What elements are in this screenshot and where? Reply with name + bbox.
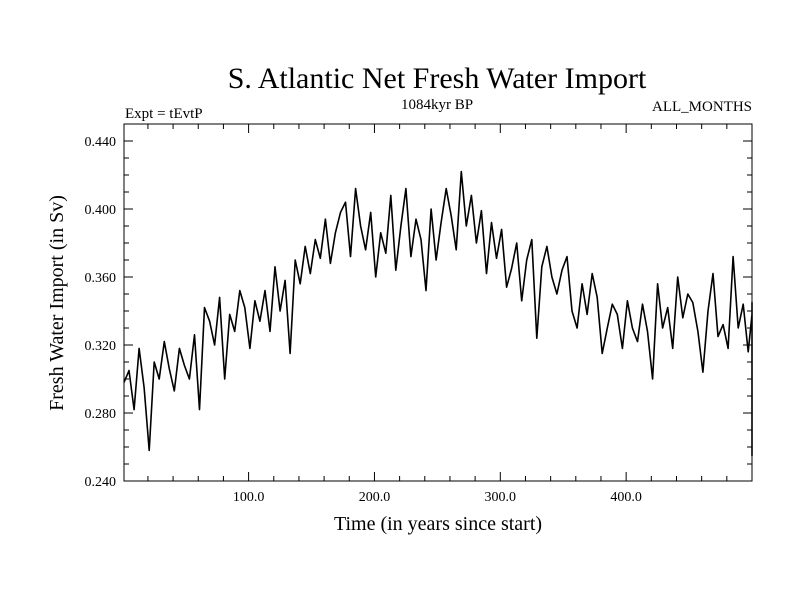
plot-frame — [123, 123, 753, 482]
fresh-water-import-line — [123, 170, 753, 457]
y-tick-label: 0.320 — [85, 339, 117, 354]
experiment-label: Expt = tEvtP — [125, 106, 203, 122]
x-tick-label: 400.0 — [610, 490, 642, 505]
y-axis: 0.240 0.280 0.320 0.360 0.400 0.440 — [85, 123, 752, 490]
x-tick-label: 100.0 — [233, 490, 265, 505]
chart-title: S. Atlantic Net Fresh Water Import — [228, 62, 647, 95]
y-axis-label: Fresh Water Import (in Sv) — [46, 195, 68, 411]
x-axis: 100.0 200.0 300.0 400.0 — [147, 124, 753, 505]
x-tick-label: 300.0 — [485, 490, 517, 505]
y-tick-label: 0.360 — [85, 271, 117, 286]
y-tick-label: 0.440 — [85, 135, 117, 150]
y-tick-label: 0.280 — [85, 407, 117, 422]
x-tick-label: 200.0 — [359, 490, 391, 505]
months-label: ALL_MONTHS — [652, 99, 752, 115]
period-label: 1084kyr BP — [401, 97, 473, 113]
y-tick-label: 0.240 — [85, 475, 117, 490]
y-tick-label: 0.400 — [85, 203, 117, 218]
x-axis-label: Time (in years since start) — [334, 513, 542, 535]
